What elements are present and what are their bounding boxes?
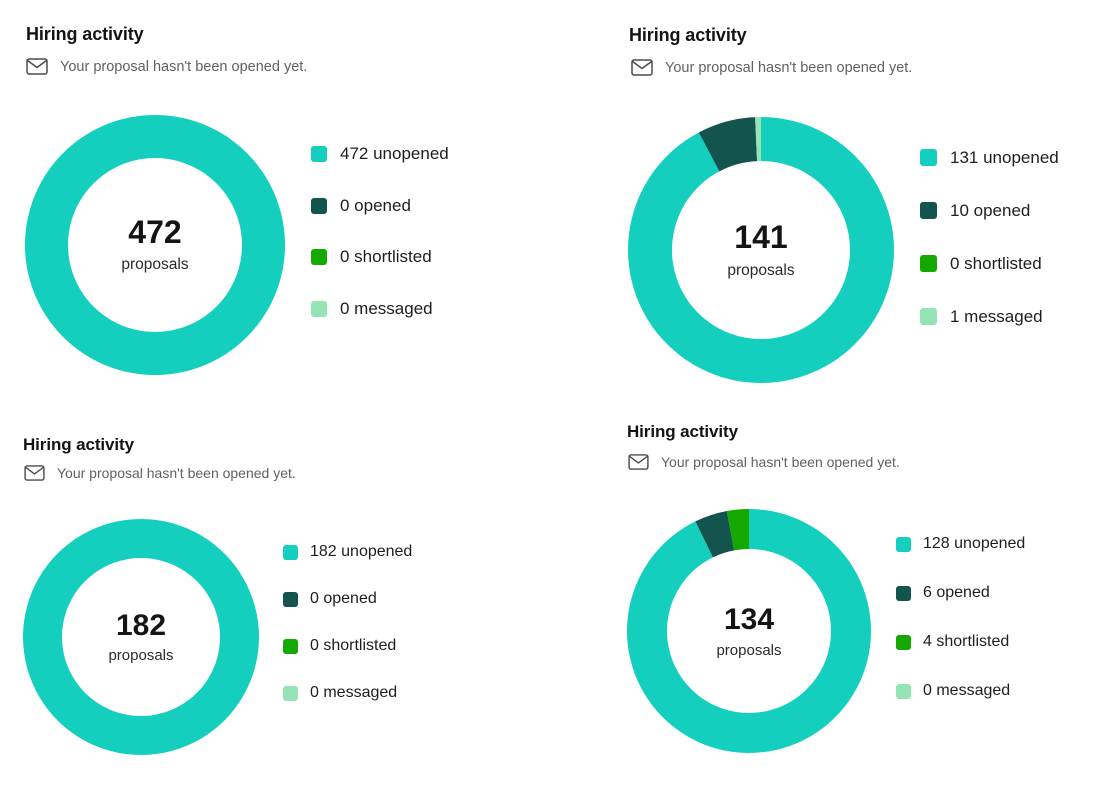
total-proposals-count: 472 [128, 214, 181, 250]
notice-row: Your proposal hasn't been opened yet. [631, 59, 912, 76]
envelope-icon [24, 465, 45, 481]
legend-swatch-opened [920, 202, 937, 220]
donut-chart: 472 proposals [24, 115, 285, 375]
notice-row: Your proposal hasn't been opened yet. [628, 454, 900, 470]
legend-item-shortlisted: 0 shortlisted [311, 247, 432, 267]
total-proposals-count: 141 [734, 219, 787, 255]
legend-item-opened: 10 opened [920, 201, 1030, 221]
panel-title: Hiring activity [23, 435, 134, 454]
legend-label-opened: 0 opened [340, 195, 411, 215]
legend-label-shortlisted: 4 shortlisted [923, 633, 1010, 651]
legend-item-unopened: 128 unopened [896, 535, 1025, 553]
donut-chart: 141 proposals [628, 117, 894, 384]
panel-title: Hiring activity [629, 25, 747, 45]
legend-item-messaged: 0 messaged [896, 682, 1010, 700]
legend-item-opened: 6 opened [896, 584, 990, 602]
legend-label-shortlisted: 0 shortlisted [340, 247, 432, 267]
legend-swatch-unopened [311, 145, 327, 162]
donut-segment-unopened [24, 115, 285, 375]
donut-segment-unopened [628, 117, 894, 384]
legend-item-opened: 0 opened [311, 196, 411, 216]
donut-segment-opened [695, 511, 735, 558]
envelope-icon [628, 454, 649, 470]
legend-swatch-opened [311, 197, 327, 214]
legend-swatch-shortlisted [283, 638, 298, 654]
legend-item-unopened: 131 unopened [920, 148, 1059, 168]
legend-item-unopened: 472 unopened [311, 144, 449, 164]
legend-label-shortlisted: 0 shortlisted [950, 253, 1042, 273]
panel-title: Hiring activity [627, 422, 738, 441]
legend-label-shortlisted: 0 shortlisted [310, 637, 397, 655]
legend-item-shortlisted: 0 shortlisted [283, 637, 396, 655]
donut-segment-unopened [22, 519, 259, 755]
legend-label-messaged: 0 messaged [923, 682, 1011, 700]
total-proposals-label: proposals [716, 642, 781, 659]
donut-segment-shortlisted [726, 509, 749, 551]
legend-swatch-messaged [283, 685, 298, 701]
legend-label-unopened: 182 unopened [310, 543, 413, 561]
notice-text: Your proposal hasn't been opened yet. [665, 59, 913, 76]
legend-item-unopened: 182 unopened [283, 543, 412, 561]
total-proposals-label: proposals [108, 647, 173, 664]
notice-row: Your proposal hasn't been opened yet. [24, 465, 296, 481]
notice-text: Your proposal hasn't been opened yet. [57, 465, 296, 481]
envelope-icon [631, 59, 653, 76]
donut-chart: 182 proposals [22, 519, 259, 755]
legend-label-opened: 10 opened [950, 200, 1031, 220]
notice-text: Your proposal hasn't been opened yet. [60, 58, 308, 75]
legend-item-opened: 0 opened [283, 590, 377, 608]
legend-swatch-shortlisted [311, 249, 327, 266]
legend-swatch-opened [283, 591, 298, 607]
donut-segment-messaged [755, 117, 761, 162]
legend-swatch-unopened [920, 149, 937, 167]
legend-label-unopened: 131 unopened [950, 147, 1059, 167]
legend-label-messaged: 1 messaged [950, 306, 1043, 326]
donut-segment-opened [698, 117, 758, 172]
legend-item-messaged: 1 messaged [920, 307, 1043, 327]
legend-label-unopened: 128 unopened [923, 535, 1026, 553]
total-proposals-label: proposals [727, 262, 794, 279]
total-proposals-count: 134 [724, 603, 774, 636]
legend-item-messaged: 0 messaged [311, 299, 433, 319]
legend-label-opened: 0 opened [310, 590, 377, 608]
legend-swatch-unopened [896, 536, 911, 552]
envelope-icon [26, 58, 48, 75]
notice-text: Your proposal hasn't been opened yet. [661, 454, 900, 470]
legend-swatch-messaged [311, 300, 327, 317]
legend-item-shortlisted: 4 shortlisted [896, 633, 1009, 651]
legend-swatch-unopened [283, 544, 298, 560]
legend-swatch-shortlisted [896, 634, 911, 650]
legend-label-opened: 6 opened [923, 584, 990, 602]
legend-swatch-messaged [896, 683, 911, 699]
legend-label-unopened: 472 unopened [340, 143, 449, 163]
notice-row: Your proposal hasn't been opened yet. [26, 58, 307, 75]
legend-swatch-opened [896, 585, 911, 601]
legend-item-shortlisted: 0 shortlisted [920, 254, 1042, 274]
legend-label-messaged: 0 messaged [340, 298, 433, 318]
legend-swatch-shortlisted [920, 255, 937, 273]
total-proposals-label: proposals [121, 256, 188, 273]
panel-title: Hiring activity [26, 24, 144, 44]
legend-label-messaged: 0 messaged [310, 684, 398, 702]
legend-swatch-messaged [920, 308, 937, 326]
total-proposals-count: 182 [116, 609, 166, 642]
donut-chart: 134 proposals [627, 509, 871, 753]
legend-item-messaged: 0 messaged [283, 684, 397, 702]
donut-segment-unopened [627, 509, 871, 753]
